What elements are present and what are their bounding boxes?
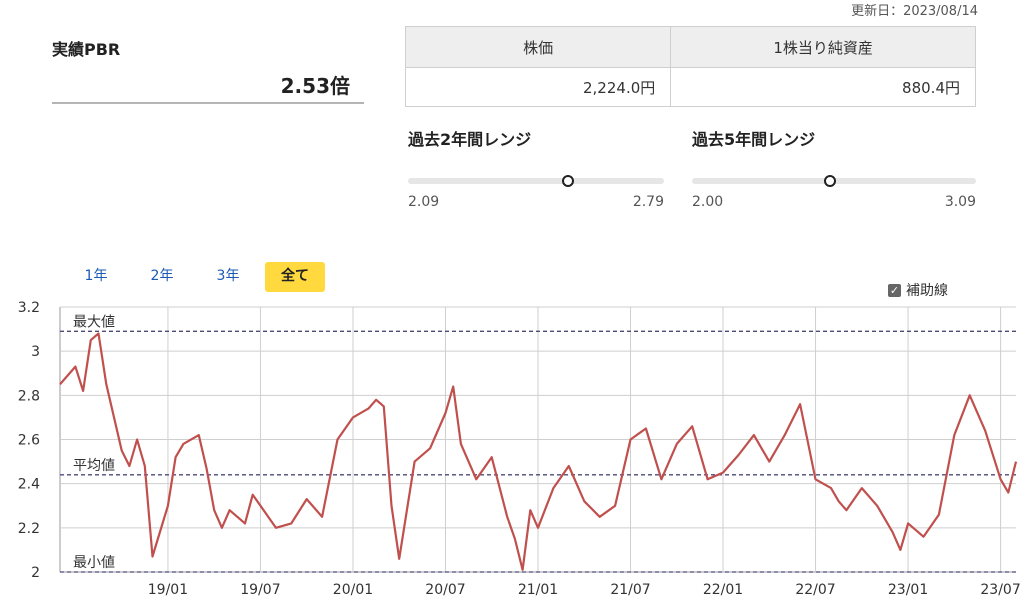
reference-line-label: 最大値	[73, 314, 115, 330]
x-tick-label: 22/01	[703, 582, 743, 598]
x-tick-label: 20/01	[333, 582, 373, 598]
y-tick-label: 2.4	[18, 477, 40, 493]
chart-series	[59, 332, 1018, 571]
y-tick-label: 3.2	[18, 300, 40, 316]
y-tick-label: 2.8	[18, 388, 40, 404]
updated-date: 更新日：2023/08/14	[851, 4, 978, 19]
range-2y-marker	[562, 175, 575, 187]
pbr-underline	[52, 102, 364, 104]
chart-grid	[59, 306, 1016, 573]
checkbox-icon[interactable]: ✓	[888, 283, 901, 297]
x-tick-label: 22/07	[795, 582, 835, 598]
y-tick-label: 2	[31, 565, 40, 581]
y-tick-label: 3	[31, 344, 40, 360]
range-2y-max: 2.79	[632, 194, 664, 210]
range-2y-title: 過去2年間レンジ	[408, 130, 532, 149]
range-5y-max: 3.09	[944, 194, 976, 210]
x-tick-label: 19/07	[240, 582, 280, 598]
tab-3y[interactable]: 3年	[216, 268, 240, 284]
pbr-series-line	[59, 332, 1018, 571]
tab-1y[interactable]: 1年	[84, 268, 108, 284]
x-tick-label: 21/07	[610, 582, 650, 598]
tab-all[interactable]: 全て	[265, 262, 325, 292]
x-tick-label: 20/07	[425, 582, 465, 598]
x-tick-label: 19/01	[148, 582, 188, 598]
y-tick-label: 2.2	[18, 521, 40, 537]
y-axis: 2 2.2 2.4 2.6 2.8 3 3.2	[18, 300, 40, 581]
reference-line-label: 最小値	[73, 555, 115, 571]
bps-header: 1株当り純資産	[670, 26, 976, 68]
tab-2y[interactable]: 2年	[150, 268, 174, 284]
range-2y-min: 2.09	[408, 194, 440, 210]
reference-line-label: 平均値	[73, 458, 115, 474]
x-axis: 19/01 19/07 20/01 20/07 21/01 21/07 22/01 22/07…	[148, 582, 1021, 598]
aux-lines-label: 補助線	[906, 283, 948, 299]
y-tick-label: 2.6	[18, 433, 40, 449]
price-info-table: 株価 1株当り純資産 2,224.0円 880.4円	[404, 26, 976, 107]
range-2y-track	[408, 178, 664, 184]
pbr-value: 2.53倍	[280, 74, 350, 98]
aux-lines-toggle[interactable]: ✓ 補助線	[888, 280, 948, 300]
stock-price-header: 株価	[404, 26, 672, 68]
x-tick-label: 23/07	[980, 582, 1020, 598]
x-tick-label: 23/01	[888, 582, 928, 598]
stock-price-value: 2,224.0円	[404, 67, 672, 107]
range-5y-title: 過去5年間レンジ	[692, 130, 816, 149]
range-5y-marker	[823, 175, 836, 187]
pbr-title: 実績PBR	[52, 40, 121, 59]
x-tick-label: 21/01	[518, 582, 558, 598]
range-5y-min: 2.00	[692, 194, 724, 210]
bps-value: 880.4円	[670, 67, 976, 107]
